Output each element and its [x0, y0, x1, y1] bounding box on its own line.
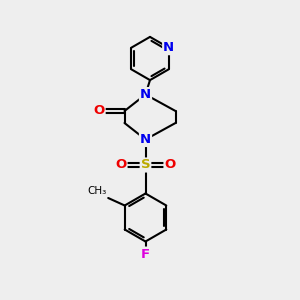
Text: F: F — [141, 248, 150, 261]
Text: O: O — [115, 158, 127, 172]
Text: CH₃: CH₃ — [88, 187, 107, 196]
Text: O: O — [164, 158, 176, 172]
Text: O: O — [93, 104, 105, 118]
Text: N: N — [163, 41, 174, 54]
Text: N: N — [140, 133, 151, 146]
Text: N: N — [140, 88, 151, 101]
Text: S: S — [141, 158, 150, 172]
